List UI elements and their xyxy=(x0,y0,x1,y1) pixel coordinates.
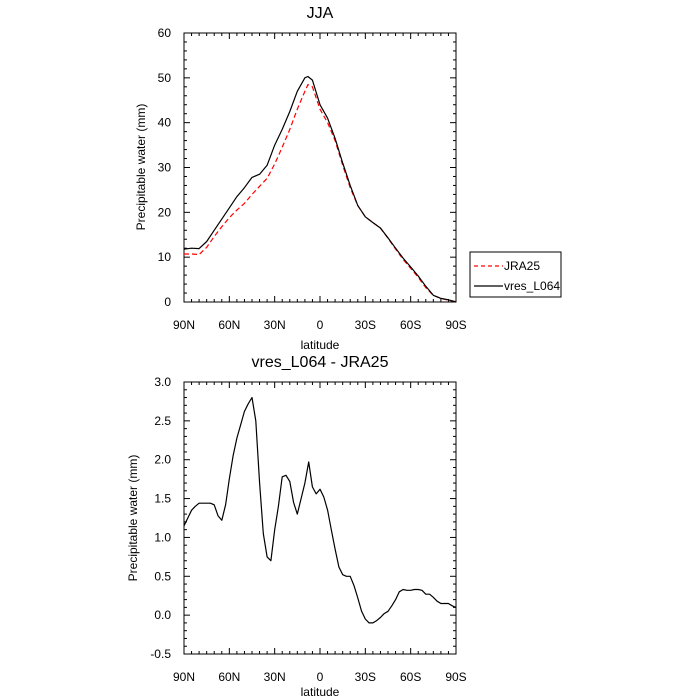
axes-frame xyxy=(183,381,457,655)
series-lines xyxy=(183,75,457,303)
y-tick-label: 3.0 xyxy=(154,375,171,389)
y-tick-label: 0 xyxy=(164,295,171,309)
legend-box xyxy=(469,251,562,298)
series-lines xyxy=(183,396,457,624)
y-tick-label: 1.5 xyxy=(154,492,171,506)
x-axis-label: latitude xyxy=(301,338,340,352)
y-tick-label: -0.5 xyxy=(150,647,171,661)
y-tick-label: 40 xyxy=(158,116,172,130)
x-tick-label: 30S xyxy=(355,318,376,332)
legend: JRA25 vres_L064 xyxy=(469,251,562,298)
chart-title: vres_L064 - JRA25 xyxy=(252,354,389,371)
y-tick-label: 2.5 xyxy=(154,414,171,428)
x-tick-label: 30N xyxy=(264,670,286,684)
legend-label-jra25: JRA25 xyxy=(504,259,540,273)
x-tick-label: 90N xyxy=(173,670,195,684)
axes-frame xyxy=(183,32,457,303)
x-tick-label: 30N xyxy=(264,318,286,332)
x-tick-label: 30S xyxy=(355,670,376,684)
x-tick-label: 60N xyxy=(218,318,240,332)
y-tick-label: 10 xyxy=(158,250,172,264)
x-tick-label: 90N xyxy=(173,318,195,332)
x-tick-label: 60N xyxy=(218,670,240,684)
x-tick-label: 60S xyxy=(400,670,421,684)
x-tick-label: 90S xyxy=(445,670,466,684)
y-tick-label: 20 xyxy=(158,205,172,219)
series-line-jra25 xyxy=(184,83,457,303)
tick-marks: 90N 60N 30N 0 30S 60S 90S 0 10 20 30 40 50 60 xyxy=(158,26,467,332)
y-axis-label: Precipitable water (mm) xyxy=(126,455,140,582)
plot-frame xyxy=(183,32,457,303)
y-tick-label: 0.5 xyxy=(154,569,171,583)
x-axis-label: latitude xyxy=(301,685,340,699)
series-line-vres-l064 xyxy=(183,75,457,303)
y-tick-label: 0.0 xyxy=(154,608,171,622)
x-tick-label: 60S xyxy=(400,318,421,332)
x-tick-label: 0 xyxy=(317,318,324,332)
y-tick-label: 50 xyxy=(158,71,172,85)
chart-title: JJA xyxy=(307,5,334,22)
x-tick-label: 90S xyxy=(445,318,466,332)
y-tick-label: 1.0 xyxy=(154,530,171,544)
plot-frame xyxy=(183,381,457,655)
panel-jja: JJA Precipitable water (mm) latitude 90N… xyxy=(134,5,562,352)
tick-marks: 90N 60N 30N 0 30S 60S 90S -0.5 0.0 0.5 1.0 1.5 2.0 2.… xyxy=(150,375,466,684)
series-line-difference xyxy=(183,396,457,624)
y-tick-label: 2.0 xyxy=(154,453,171,467)
y-tick-label: 30 xyxy=(158,161,172,175)
x-tick-label: 0 xyxy=(317,670,324,684)
panel-difference: vres_L064 - JRA25 Precipitable water (mm… xyxy=(126,354,467,699)
y-tick-label: 60 xyxy=(158,26,172,40)
legend-label-vres: vres_L064 xyxy=(504,279,560,293)
y-axis-label: Precipitable water (mm) xyxy=(134,104,148,231)
